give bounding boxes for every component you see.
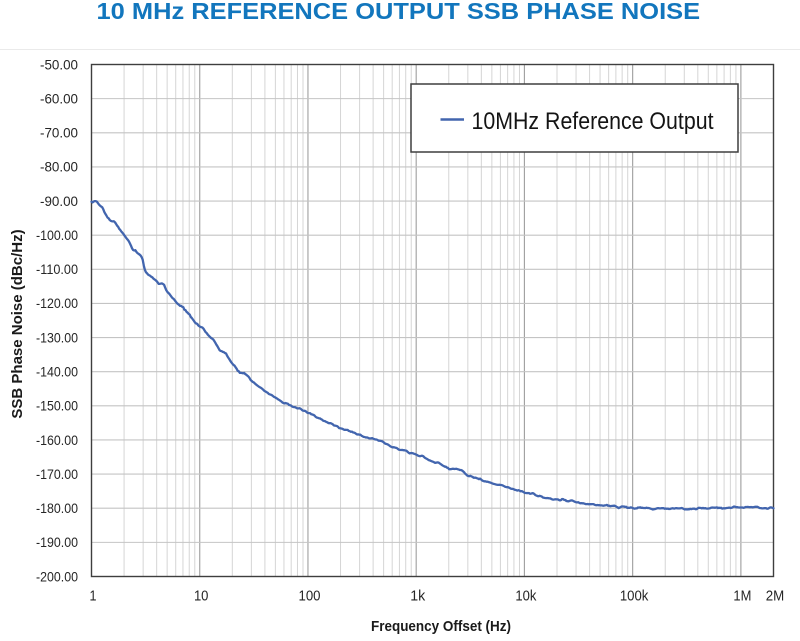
svg-text:SSB Phase Noise (dBc/Hz): SSB Phase Noise (dBc/Hz)	[9, 229, 26, 418]
svg-text:-150.00: -150.00	[36, 398, 78, 414]
svg-text:-80.00: -80.00	[40, 159, 78, 175]
svg-text:1k: 1k	[410, 589, 426, 605]
svg-text:1: 1	[90, 589, 97, 605]
svg-text:10k: 10k	[515, 589, 537, 605]
svg-text:-140.00: -140.00	[36, 364, 78, 380]
svg-text:10 MHz REFERENCE OUTPUT SSB PH: 10 MHz REFERENCE OUTPUT SSB PHASE NOISE	[97, 0, 701, 25]
svg-text:-200.00: -200.00	[36, 568, 78, 584]
svg-text:-110.00: -110.00	[36, 261, 78, 277]
svg-text:10: 10	[194, 589, 209, 605]
svg-text:-190.00: -190.00	[36, 534, 78, 550]
svg-text:100k: 100k	[620, 589, 649, 605]
svg-text:-100.00: -100.00	[36, 227, 78, 243]
svg-text:-180.00: -180.00	[36, 500, 78, 516]
svg-text:1M: 1M	[733, 589, 751, 605]
svg-text:-70.00: -70.00	[40, 125, 78, 141]
svg-text:100: 100	[299, 589, 321, 605]
svg-text:-170.00: -170.00	[36, 466, 78, 482]
svg-text:2M: 2M	[766, 589, 785, 605]
svg-text:-130.00: -130.00	[36, 329, 78, 345]
svg-text:-120.00: -120.00	[36, 295, 78, 311]
svg-text:Frequency Offset (Hz): Frequency Offset (Hz)	[371, 618, 511, 635]
svg-text:-160.00: -160.00	[36, 432, 78, 448]
svg-text:-50.00: -50.00	[40, 56, 78, 72]
svg-text:10MHz Reference Output: 10MHz Reference Output	[472, 108, 714, 135]
svg-text:-60.00: -60.00	[40, 90, 78, 106]
svg-text:-90.00: -90.00	[40, 193, 78, 209]
